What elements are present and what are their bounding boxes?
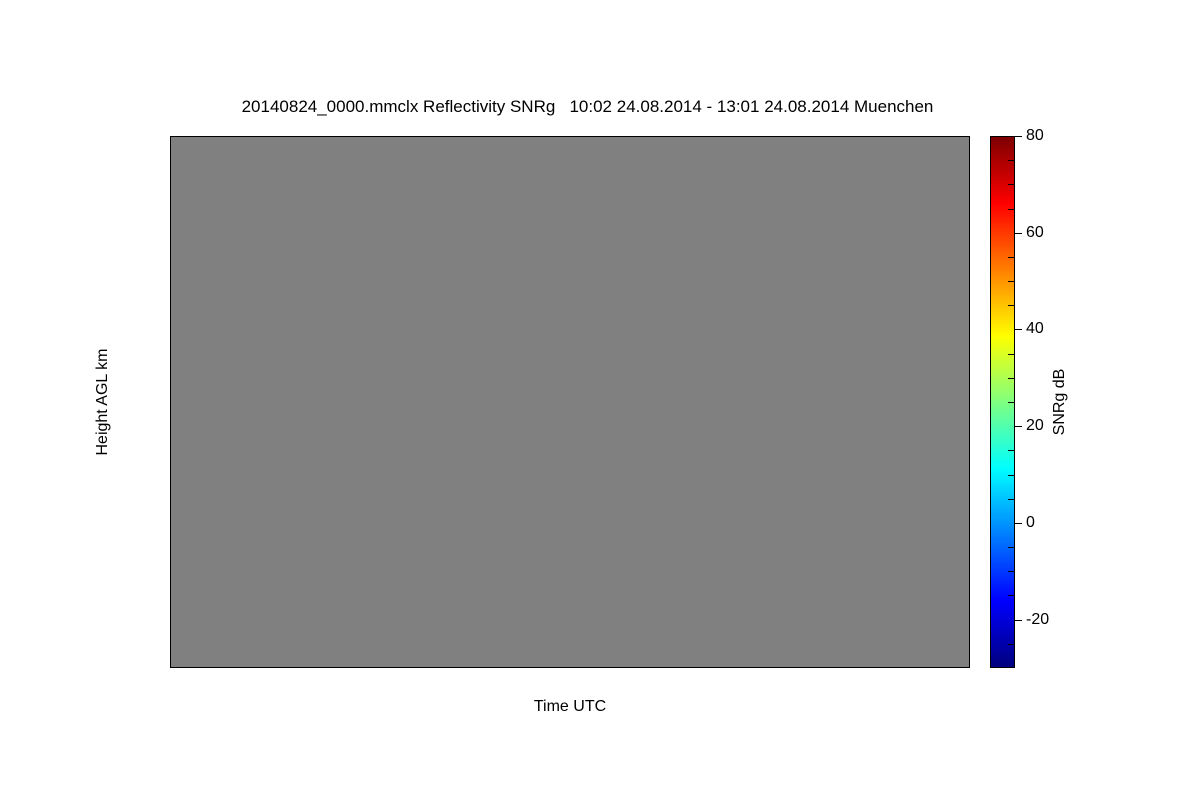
y-axis-minor-tick: [969, 359, 970, 360]
colorbar-minor-tick: [1008, 353, 1015, 355]
y-axis-tick: [170, 403, 171, 404]
y-axis-minor-tick: [170, 181, 171, 182]
colorbar-tick-label: 40: [1026, 320, 1044, 338]
x-axis-tick: [296, 667, 297, 668]
x-axis-minor-tick: [386, 667, 387, 668]
colorbar-minor-tick: [1008, 208, 1015, 210]
y-axis-tick: [969, 403, 970, 404]
colorbar-minor-tick: [1008, 281, 1015, 283]
x-axis-tick: [430, 136, 431, 137]
x-axis-minor-tick: [520, 136, 521, 137]
x-axis-minor-tick: [251, 136, 252, 137]
reflectivity-heatmap: [171, 137, 969, 667]
x-axis-tick: [430, 667, 431, 668]
colorbar-tick: [1015, 619, 1022, 621]
colorbar-minor-tick: [1008, 450, 1015, 452]
y-axis-minor-tick: [170, 625, 171, 626]
colorbar-tick: [1015, 329, 1022, 331]
x-axis-minor-tick: [207, 136, 208, 137]
colorbar-minor-tick: [1008, 595, 1015, 597]
y-axis-tick: [969, 314, 970, 315]
y-axis-tick: [969, 492, 970, 493]
y-axis-minor-tick: [969, 181, 970, 182]
x-axis-minor-tick: [743, 667, 744, 668]
colorbar-minor-tick: [1008, 256, 1015, 258]
colorbar-minor-tick: [1008, 571, 1015, 573]
y-axis-tick: [170, 314, 171, 315]
colorbar-minor-tick: [1008, 547, 1015, 549]
colorbar-minor-tick: [1008, 377, 1015, 379]
x-axis-minor-tick: [475, 667, 476, 668]
x-axis-tick: [832, 667, 833, 668]
y-axis-minor-tick: [969, 447, 970, 448]
y-axis-minor-tick: [170, 536, 171, 537]
x-axis-tick: [967, 136, 968, 137]
x-axis-minor-tick: [877, 667, 878, 668]
colorbar-minor-tick: [1008, 474, 1015, 476]
x-axis-minor-tick: [654, 667, 655, 668]
colorbar-tick: [1015, 522, 1022, 524]
plot-axes[interactable]: 24681010:3011:0011:3012:0012:3013:00: [170, 136, 970, 668]
x-axis-minor-tick: [609, 136, 610, 137]
x-axis-tick: [698, 667, 699, 668]
colorbar-minor-tick: [1008, 643, 1015, 645]
colorbar-minor-tick: [1008, 305, 1015, 307]
y-axis-minor-tick: [969, 625, 970, 626]
y-axis-tick: [170, 492, 171, 493]
colorbar-minor-tick: [1008, 184, 1015, 186]
colorbar-tick-label: -20: [1026, 610, 1050, 628]
x-axis-tick: [967, 667, 968, 668]
x-axis-tick: [698, 136, 699, 137]
x-axis-tick: [832, 136, 833, 137]
x-axis-minor-tick: [251, 667, 252, 668]
colorbar-tick-label: 80: [1026, 127, 1044, 144]
x-axis-minor-tick: [788, 667, 789, 668]
x-axis-minor-tick: [922, 136, 923, 137]
colorbar[interactable]: -20 0 20 40 60 80: [990, 127, 1049, 668]
x-axis-minor-tick: [788, 136, 789, 137]
x-axis-minor-tick: [207, 667, 208, 668]
colorbar-minor-tick: [1008, 402, 1015, 403]
x-axis-minor-tick: [520, 667, 521, 668]
colorbar-tick: [1015, 426, 1022, 428]
colorbar-tick-label: 60: [1026, 223, 1044, 241]
plot-title: 20140824_0000.mmclx Reflectivity SNRg 10…: [241, 97, 934, 116]
x-axis-minor-tick: [922, 667, 923, 668]
y-axis-minor-tick: [969, 270, 970, 271]
colorbar-minor-tick: [1008, 498, 1015, 500]
colorbar-tick: [1015, 232, 1022, 234]
x-axis-minor-tick: [654, 136, 655, 137]
x-axis-minor-tick: [877, 136, 878, 137]
colorbar-label: SNRg dB: [1051, 368, 1068, 436]
colorbar-tick-label: 0: [1026, 513, 1035, 531]
y-axis-tick: [969, 580, 970, 581]
x-axis-minor-tick: [341, 136, 342, 137]
x-axis-minor-tick: [475, 136, 476, 137]
x-axis-tick: [564, 667, 565, 668]
x-axis-minor-tick: [386, 136, 387, 137]
y-axis-tick: [170, 226, 171, 227]
y-axis-tick: [170, 580, 171, 581]
x-axis-minor-tick: [341, 667, 342, 668]
y-axis-minor-tick: [969, 536, 970, 537]
y-axis-tick: [969, 226, 970, 227]
x-axis-tick: [296, 136, 297, 137]
x-axis-label: Time UTC: [533, 698, 607, 715]
colorbar-tick-label: 20: [1026, 417, 1044, 435]
y-axis-label: Height AGL km: [94, 348, 111, 456]
x-axis-tick: [564, 136, 565, 137]
colorbar-tick: [1015, 136, 1022, 137]
y-axis-minor-tick: [170, 270, 171, 271]
x-axis-minor-tick: [609, 667, 610, 668]
y-axis-minor-tick: [170, 359, 171, 360]
x-axis-minor-tick: [743, 136, 744, 137]
y-axis-minor-tick: [170, 447, 171, 448]
colorbar-minor-tick: [1008, 160, 1015, 162]
